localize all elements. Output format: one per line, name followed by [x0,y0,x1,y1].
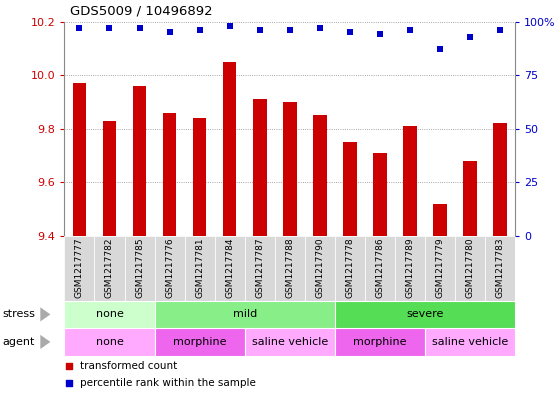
Point [346,29,354,35]
Bar [155,328,245,356]
Bar [455,236,485,301]
Bar [433,204,447,236]
Bar [223,62,236,236]
Bar [155,301,335,328]
Text: saline vehicle: saline vehicle [432,337,508,347]
Bar [185,236,214,301]
Bar [403,126,417,236]
Bar [335,328,425,356]
Point [466,33,475,40]
Bar [463,161,477,236]
Point [286,27,295,33]
Bar [275,236,305,301]
Text: stress: stress [3,309,36,320]
Text: GSM1217789: GSM1217789 [405,238,414,298]
Text: GSM1217777: GSM1217777 [75,238,84,298]
Text: GSM1217786: GSM1217786 [375,238,385,298]
Point [375,31,384,38]
Point [436,46,445,53]
Text: morphine: morphine [173,337,226,347]
Point [315,25,324,31]
Point [64,363,73,369]
Bar [425,236,455,301]
Bar [245,236,275,301]
Bar [283,102,297,236]
Bar [73,83,86,236]
Point [195,27,204,33]
Text: GDS5009 / 10496892: GDS5009 / 10496892 [70,5,213,18]
Bar [493,123,507,236]
Bar [64,328,155,356]
Text: GSM1217781: GSM1217781 [195,238,204,298]
Bar [305,236,335,301]
Text: severe: severe [407,309,444,320]
Text: morphine: morphine [353,337,407,347]
Bar [133,86,146,236]
Bar [214,236,245,301]
Text: GSM1217782: GSM1217782 [105,238,114,298]
Text: GSM1217776: GSM1217776 [165,238,174,298]
Bar [193,118,207,236]
Bar [365,236,395,301]
Point [64,379,73,386]
Bar [335,236,365,301]
Text: none: none [96,309,123,320]
Text: agent: agent [3,337,35,347]
Bar [102,121,116,236]
Point [105,25,114,31]
Point [75,25,84,31]
Text: GSM1217784: GSM1217784 [225,238,234,298]
Bar [155,236,185,301]
Bar [485,236,515,301]
Text: percentile rank within the sample: percentile rank within the sample [80,378,256,387]
Bar [163,113,176,236]
Text: transformed count: transformed count [80,361,178,371]
Point [496,27,505,33]
Bar [343,142,357,236]
Bar [395,236,425,301]
Bar [64,301,155,328]
Point [225,23,234,29]
Text: mild: mild [232,309,257,320]
Bar [425,328,515,356]
Point [135,25,144,31]
Text: GSM1217785: GSM1217785 [135,238,144,298]
Text: GSM1217778: GSM1217778 [346,238,354,298]
Text: GSM1217780: GSM1217780 [465,238,475,298]
Text: saline vehicle: saline vehicle [251,337,328,347]
Bar [245,328,335,356]
Text: GSM1217788: GSM1217788 [285,238,295,298]
Point [405,27,414,33]
Point [165,29,174,35]
Bar [95,236,124,301]
Bar [124,236,155,301]
Text: GSM1217783: GSM1217783 [496,238,505,298]
Text: GSM1217787: GSM1217787 [255,238,264,298]
Bar [373,153,387,236]
Bar [64,236,95,301]
Bar [335,301,515,328]
Bar [313,115,326,236]
Bar [253,99,267,236]
Text: GSM1217779: GSM1217779 [436,238,445,298]
Point [255,27,264,33]
Text: GSM1217790: GSM1217790 [315,238,324,298]
Text: none: none [96,337,123,347]
